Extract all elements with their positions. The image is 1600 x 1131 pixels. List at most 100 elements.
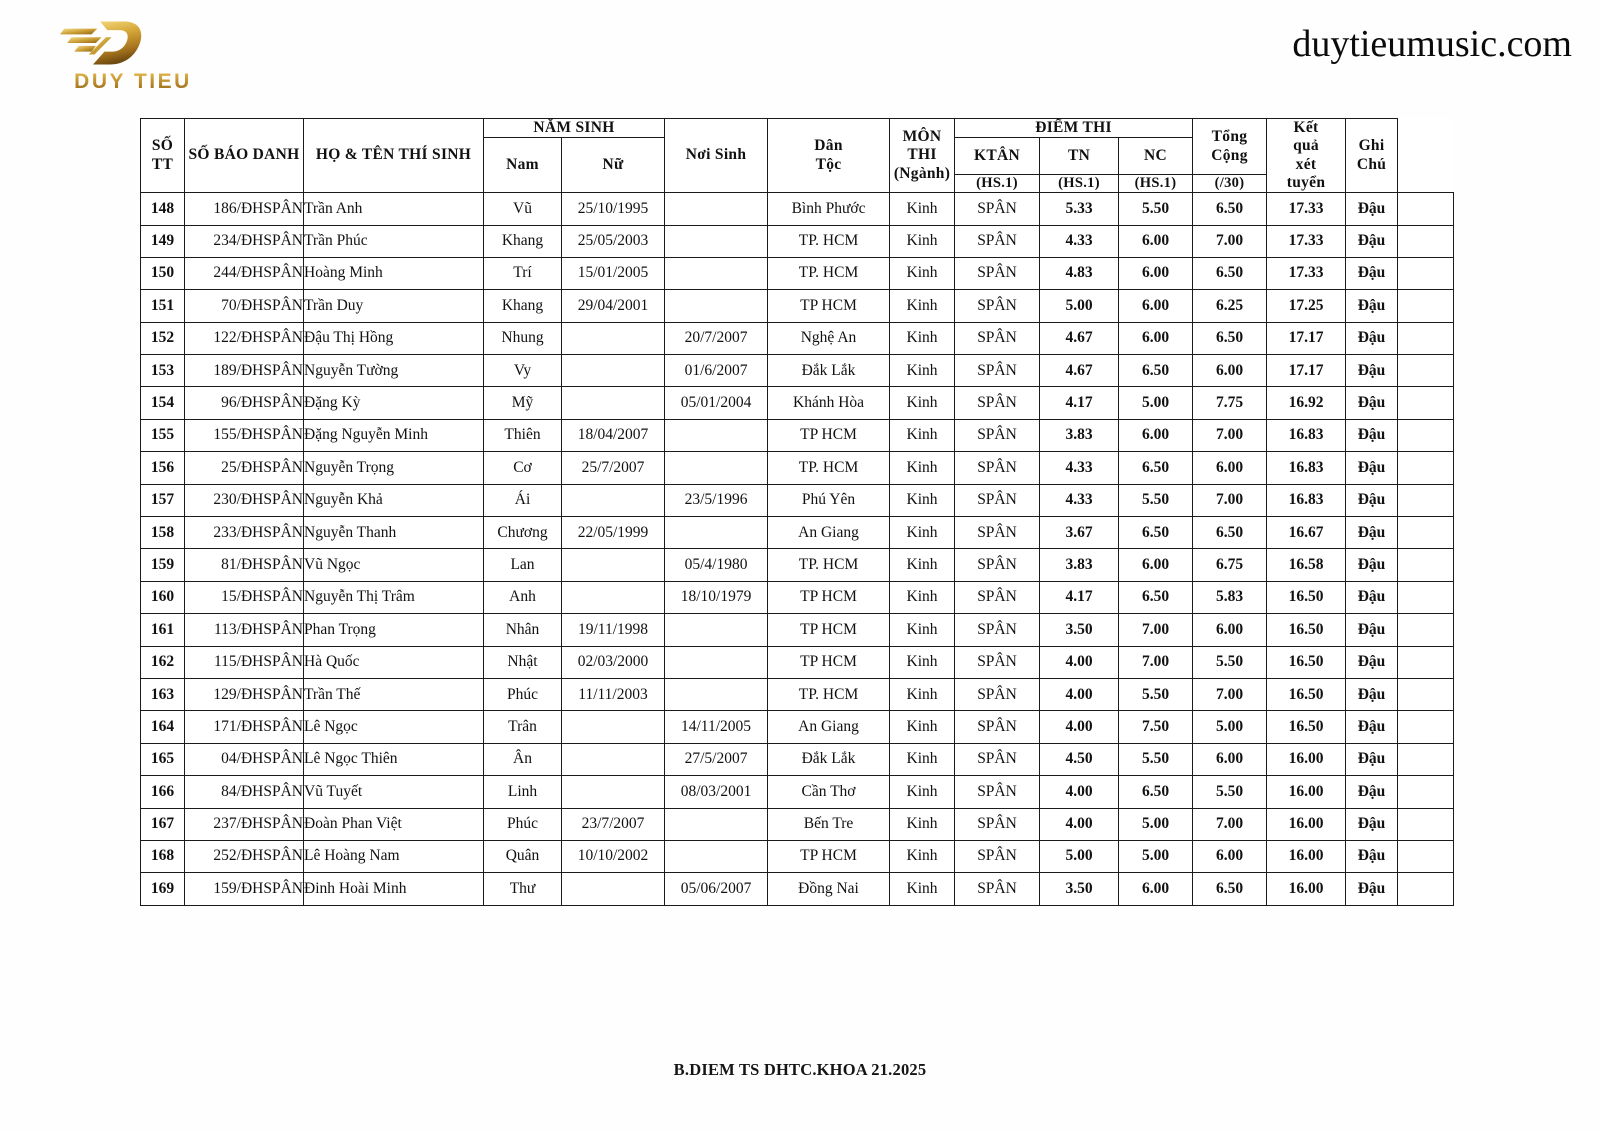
cell-ktan: 3.83 (1039, 418, 1120, 453)
cell-noisinh: TP HCM (767, 839, 891, 874)
table-row[interactable]: 168 252/ĐHSPÂN Lê Hoàng Nam Quân 10/10/2002 T… (140, 839, 1455, 874)
cell-nu: 20/7/2007 (664, 321, 769, 356)
cell-dantoc: Kinh (889, 742, 956, 777)
table-row[interactable]: 156 25/ĐHSPÂN Nguyễn Trọng Cơ 25/7/2007 TP. H… (140, 451, 1455, 485)
cell-ghichu (1397, 548, 1455, 582)
cell-nc: 7.00 (1192, 483, 1268, 518)
cell-nam (560, 775, 666, 809)
cell-tn: 6.00 (1118, 872, 1194, 906)
th-monthi-line1: MÔN THI (902, 128, 942, 164)
cell-ho: Nguyễn Khả (303, 483, 484, 518)
cell-nc: 6.75 (1192, 548, 1268, 582)
table-row[interactable]: 157 230/ĐHSPÂN Nguyễn Khả Ái 23/5/1996 Phú Yê… (140, 483, 1455, 518)
cell-monthi: SPÂN (954, 710, 1041, 744)
cell-nc: 6.00 (1192, 839, 1268, 874)
cell-nam: 18/04/2007 (560, 418, 666, 453)
cell-monthi: SPÂN (954, 256, 1041, 291)
cell-tong: 17.33 (1266, 256, 1347, 291)
winged-d-logo-icon (60, 16, 146, 70)
cell-nc: 6.00 (1192, 742, 1268, 777)
table-row[interactable]: 152 122/ĐHSPÂN Đậu Thị Hồng Nhung 20/7/2007 N… (140, 321, 1455, 356)
table-row[interactable]: 166 84/ĐHSPÂN Vũ Tuyết Linh 08/03/2001 Cần Th… (140, 775, 1455, 809)
cell-sbd: 113/ĐHSPÂN (184, 613, 304, 647)
table-row[interactable]: 161 113/ĐHSPÂN Phan Trọng Nhân 19/11/1998 TP … (140, 613, 1455, 647)
cell-nc: 6.50 (1192, 321, 1268, 356)
cell-nam: 15/01/2005 (560, 256, 666, 291)
cell-noisinh: TP HCM (767, 580, 891, 615)
cell-dantoc: Kinh (889, 548, 956, 582)
cell-noisinh: Bến Tre (767, 807, 891, 841)
cell-ktan: 4.00 (1039, 807, 1120, 841)
cell-ten: Lan (483, 548, 562, 582)
table-row[interactable]: 162 115/ĐHSPÂN Hà Quốc Nhật 02/03/2000 TP HCM… (140, 645, 1455, 679)
cell-noisinh: TP. HCM (767, 256, 891, 291)
cell-nu: 14/11/2005 (664, 710, 769, 744)
th-ktan-hs: (HS.1) (954, 174, 1041, 194)
table-row[interactable]: 165 04/ĐHSPÂN Lê Ngọc Thiên Ân 27/5/2007 Đắk … (140, 742, 1455, 777)
cell-ktan: 3.50 (1039, 872, 1120, 906)
cell-ten: Nhật (483, 645, 562, 679)
th-noisinh: Nơi Sinh (664, 117, 769, 194)
table-row[interactable]: 169 159/ĐHSPÂN Đinh Hoài Minh Thư 05/06/2007… (140, 872, 1455, 906)
cell-ten: Cơ (483, 451, 562, 485)
cell-ho: Trần Phúc (303, 224, 484, 258)
cell-ten: Ái (483, 483, 562, 518)
cell-ketqua: Đậu (1345, 677, 1399, 712)
cell-ten: Vy (483, 354, 562, 388)
cell-tn: 6.00 (1118, 256, 1194, 291)
th-ktan: KTÂN (954, 137, 1041, 176)
brand-logo: DUY TIEU (38, 14, 228, 100)
th-tongcong: Tổng Cộng (1192, 117, 1268, 176)
table-row[interactable]: 159 81/ĐHSPÂN Vũ Ngọc Lan 05/4/1980 TP. HCM Ki… (140, 548, 1455, 582)
cell-sbd: 155/ĐHSPÂN (184, 418, 304, 453)
table-row[interactable]: 150 244/ĐHSPÂN Hoàng Minh Trí 15/01/2005 TP. … (140, 256, 1455, 291)
cell-ho: Hoàng Minh (303, 256, 484, 291)
th-stt: SỐ TT (140, 117, 185, 194)
cell-ho: Hà Quốc (303, 645, 484, 679)
table-row[interactable]: 160 15/ĐHSPÂN Nguyễn Thị Trâm Anh 18/10/1979… (140, 580, 1455, 615)
th-nam: Nam (483, 137, 562, 194)
th-nu: Nữ (560, 137, 666, 194)
cell-ten: Thư (483, 872, 562, 906)
cell-nc: 7.00 (1192, 418, 1268, 453)
table-row[interactable]: 167 237/ĐHSPÂN Đoàn Phan Việt Phúc 23/7/2007… (140, 807, 1455, 841)
cell-ten: Quân (483, 839, 562, 874)
cell-nam (560, 483, 666, 518)
cell-ktan: 4.83 (1039, 256, 1120, 291)
cell-sbd: 237/ĐHSPÂN (184, 807, 304, 841)
cell-nam (560, 548, 666, 582)
cell-nam: 25/05/2003 (560, 224, 666, 258)
cell-noisinh: TP HCM (767, 289, 891, 323)
document-footer-caption: B.DIEM TS DHTC.KHOA 21.2025 (673, 1060, 927, 1079)
th-nc-hs: (HS.1) (1118, 174, 1194, 194)
table-row[interactable]: 151 70/ĐHSPÂN Trần Duy Khang 29/04/2001 TP HC… (140, 289, 1455, 323)
table-body: 148 186/ĐHSPÂN Trần Anh Vũ 25/10/1995 Bình Ph… (140, 192, 1455, 906)
cell-ktan: 3.50 (1039, 613, 1120, 647)
cell-tong: 16.83 (1266, 451, 1347, 485)
cell-monthi: SPÂN (954, 516, 1041, 550)
cell-monthi: SPÂN (954, 742, 1041, 777)
cell-ghichu (1397, 256, 1455, 291)
table-row[interactable]: 149 234/ĐHSPÂN Trần Phúc Khang 25/05/2003 TP.… (140, 224, 1455, 258)
cell-monthi: SPÂN (954, 775, 1041, 809)
cell-ketqua: Đậu (1345, 386, 1399, 420)
cell-monthi: SPÂN (954, 451, 1041, 485)
cell-tn: 5.50 (1118, 677, 1194, 712)
cell-tong: 16.00 (1266, 872, 1347, 906)
table-row[interactable]: 153 189/ĐHSPÂN Nguyễn Tường Vy 01/6/2007 Đắk … (140, 354, 1455, 388)
cell-noisinh: TP HCM (767, 645, 891, 679)
table-row[interactable]: 158 233/ĐHSPÂN Nguyễn Thanh Chương 22/05/199… (140, 516, 1455, 550)
cell-noisinh: An Giang (767, 516, 891, 550)
th-dantoc: Dân Tộc (767, 117, 891, 194)
th-ketqua-line3: xét (1295, 155, 1317, 173)
table-row[interactable]: 164 171/ĐHSPÂN Lê Ngọc Trân 14/11/2005 An Gia… (140, 710, 1455, 744)
cell-ktan: 4.00 (1039, 710, 1120, 744)
table-row[interactable]: 154 96/ĐHSPÂN Đặng Kỳ Mỹ 05/01/2004 Khánh Hòa… (140, 386, 1455, 420)
th-monthi: MÔN THI (Ngành) (889, 117, 956, 194)
table-row[interactable]: 148 186/ĐHSPÂN Trần Anh Vũ 25/10/1995 Bình Ph… (140, 192, 1455, 226)
cell-nc: 5.83 (1192, 580, 1268, 615)
table-row[interactable]: 163 129/ĐHSPÂN Trần Thế Phúc 11/11/2003 TP. H… (140, 677, 1455, 712)
admission-score-table: SỐ TT SỐ BÁO DANH HỌ & TÊN THÍ SINH NĂM … (140, 117, 1455, 906)
cell-tn: 6.00 (1118, 321, 1194, 356)
table-row[interactable]: 155 155/ĐHSPÂN Đặng Nguyễn Minh Thiên 18/04/… (140, 418, 1455, 453)
